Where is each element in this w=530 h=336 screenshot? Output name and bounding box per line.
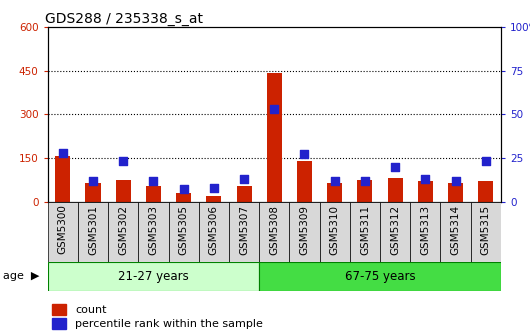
- Bar: [78, 202, 108, 262]
- Text: GSM5310: GSM5310: [330, 205, 340, 255]
- Bar: [440, 202, 471, 262]
- Bar: [55, 157, 70, 202]
- Text: 67-75 years: 67-75 years: [344, 270, 416, 283]
- Text: GDS288 / 235338_s_at: GDS288 / 235338_s_at: [46, 12, 204, 26]
- Text: GSM5303: GSM5303: [148, 205, 158, 255]
- Point: [240, 176, 248, 181]
- Point: [451, 178, 460, 183]
- Bar: [52, 304, 66, 315]
- Bar: [52, 318, 66, 329]
- Bar: [327, 183, 342, 202]
- Bar: [199, 202, 229, 262]
- Bar: [387, 178, 403, 202]
- Text: GSM5301: GSM5301: [88, 205, 98, 255]
- Bar: [289, 202, 320, 262]
- Point: [391, 164, 400, 169]
- Bar: [410, 202, 440, 262]
- Text: 21-27 years: 21-27 years: [118, 270, 189, 283]
- Bar: [48, 262, 259, 291]
- Text: GSM5307: GSM5307: [239, 205, 249, 255]
- Bar: [146, 185, 161, 202]
- Point: [270, 106, 279, 112]
- Text: GSM5308: GSM5308: [269, 205, 279, 255]
- Bar: [259, 202, 289, 262]
- Bar: [380, 202, 410, 262]
- Bar: [176, 193, 191, 202]
- Bar: [267, 74, 282, 202]
- Bar: [116, 180, 131, 202]
- Point: [331, 178, 339, 183]
- Text: GSM5306: GSM5306: [209, 205, 219, 255]
- Text: GSM5311: GSM5311: [360, 205, 370, 255]
- Text: age  ▶: age ▶: [3, 271, 39, 281]
- Point: [481, 159, 490, 164]
- Bar: [418, 181, 433, 202]
- Point: [149, 178, 158, 183]
- Text: GSM5302: GSM5302: [118, 205, 128, 255]
- Text: GSM5315: GSM5315: [481, 205, 491, 255]
- Bar: [206, 196, 222, 202]
- Text: GSM5314: GSM5314: [450, 205, 461, 255]
- Bar: [350, 202, 380, 262]
- Bar: [85, 183, 101, 202]
- Bar: [138, 202, 169, 262]
- Point: [360, 178, 369, 183]
- Text: GSM5309: GSM5309: [299, 205, 310, 255]
- Bar: [169, 202, 199, 262]
- Bar: [357, 180, 373, 202]
- Text: GSM5305: GSM5305: [179, 205, 189, 255]
- Bar: [259, 262, 501, 291]
- Bar: [320, 202, 350, 262]
- Bar: [48, 202, 78, 262]
- Text: GSM5300: GSM5300: [58, 205, 68, 254]
- Bar: [108, 202, 138, 262]
- Bar: [297, 161, 312, 202]
- Text: percentile rank within the sample: percentile rank within the sample: [75, 319, 263, 329]
- Point: [89, 178, 98, 183]
- Text: GSM5312: GSM5312: [390, 205, 400, 255]
- Text: count: count: [75, 305, 107, 314]
- Point: [300, 152, 308, 157]
- Bar: [478, 181, 493, 202]
- Bar: [229, 202, 259, 262]
- Text: GSM5313: GSM5313: [420, 205, 430, 255]
- Point: [179, 187, 188, 192]
- Bar: [471, 202, 501, 262]
- Bar: [236, 185, 252, 202]
- Point: [209, 185, 218, 190]
- Point: [58, 150, 67, 155]
- Point: [421, 176, 429, 181]
- Bar: [448, 183, 463, 202]
- Point: [119, 159, 127, 164]
